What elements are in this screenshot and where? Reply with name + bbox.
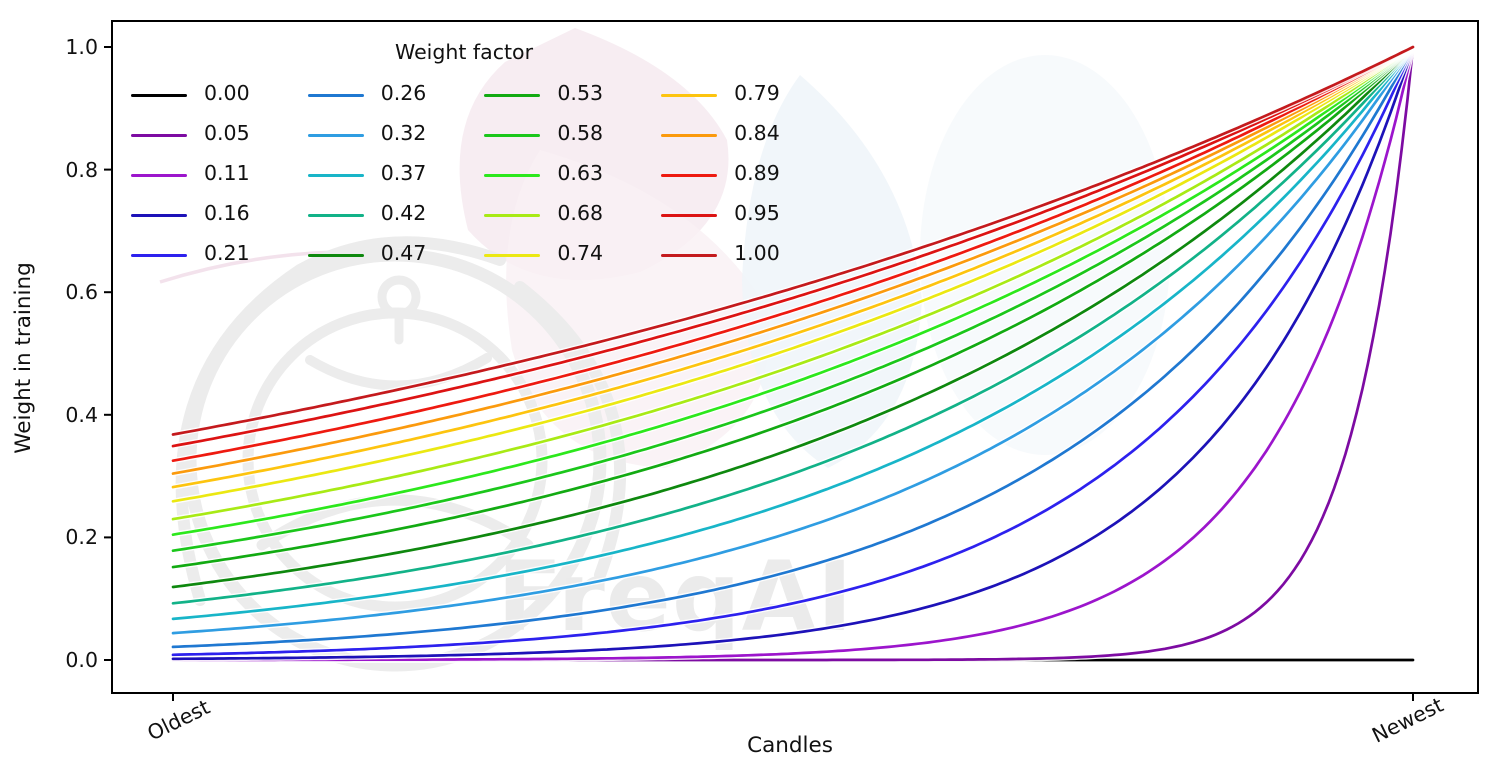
y-tick-label: 0.6 [65,280,98,305]
curve-factor-0.47 [171,45,1415,589]
legend-label: 0.26 [380,80,427,105]
legend-label: 0.21 [204,240,250,265]
watermark-leaf-blue-2 [920,55,1170,455]
y-tick-label: 1.0 [65,35,98,59]
legend-swatch [661,133,718,138]
y-tick-label: 0.8 [65,157,98,182]
legend-label: 0.63 [557,160,604,185]
legend-label: 0.79 [734,80,780,105]
legend-label: 0.16 [204,200,250,225]
curve-factor-0.58 [171,45,1415,553]
legend-swatch [484,93,541,98]
legend-swatch [131,213,187,218]
legend-label: 0.74 [557,240,604,265]
curve-factor-0.95 [171,45,1415,448]
legend-label: 0.05 [204,120,250,145]
legend-swatch [307,213,364,218]
legend-swatch [484,133,541,138]
legend-swatch [307,93,364,98]
legend-swatch [484,253,541,258]
y-tick-label: 0.2 [65,525,98,550]
legend-swatch [307,173,364,178]
curve-factor-0.37 [171,45,1415,621]
curve-factor-0.42 [171,45,1415,605]
y-tick-label: 0.0 [65,648,98,672]
legend-label: 1.00 [734,240,780,265]
curve-factor-0.16 [171,45,1415,661]
legend-label: 0.32 [380,120,427,145]
legend-label: 0.53 [557,80,604,105]
legend-swatch [131,173,187,178]
legend-label: 0.84 [734,120,780,145]
legend-swatch [661,173,718,178]
legend-swatch [661,93,718,98]
legend-swatch [307,253,364,258]
legend-label: 0.37 [380,160,427,185]
weight-curves [170,44,1416,663]
legend-label: 0.68 [557,200,604,225]
y-tick-label: 0.4 [65,402,98,427]
legend-label: 0.00 [204,80,250,105]
curve-factor-0.84 [171,45,1415,475]
legend-label: 0.95 [734,200,780,225]
legend-label: 0.47 [380,240,427,265]
legend-swatch [131,253,187,258]
plot-spines [111,20,1479,694]
curve-factor-0.32 [171,45,1415,635]
legend-label: 0.58 [557,120,604,145]
legend-swatch [661,253,718,258]
curve-factor-0.74 [171,45,1415,503]
axes [104,20,1479,701]
legend-swatch [131,93,187,98]
legend-swatch [484,213,541,218]
curve-factor-0.68 [171,45,1415,521]
legend-label: 0.11 [204,160,250,185]
curve-factor-1.00 [171,45,1415,436]
curve-factor-0.63 [171,45,1415,537]
legend-swatch [484,173,541,178]
curve-factor-0.21 [171,45,1415,657]
curve-factor-0.89 [171,45,1415,463]
legend-swatch [661,213,718,218]
x-axis-label: Candles [747,733,833,758]
legend-swatch [131,133,187,138]
legend-title: Weight factor [395,40,533,64]
legend-label: 0.42 [380,200,427,225]
curve-factor-0.11 [171,45,1415,662]
curve-factor-0.53 [171,45,1415,569]
legend-swatch [307,133,364,138]
y-axis-label: Weight in training [11,262,36,454]
curve-factor-0.26 [171,45,1415,649]
curve-factor-0.79 [171,45,1415,489]
legend-label: 0.89 [734,160,780,185]
